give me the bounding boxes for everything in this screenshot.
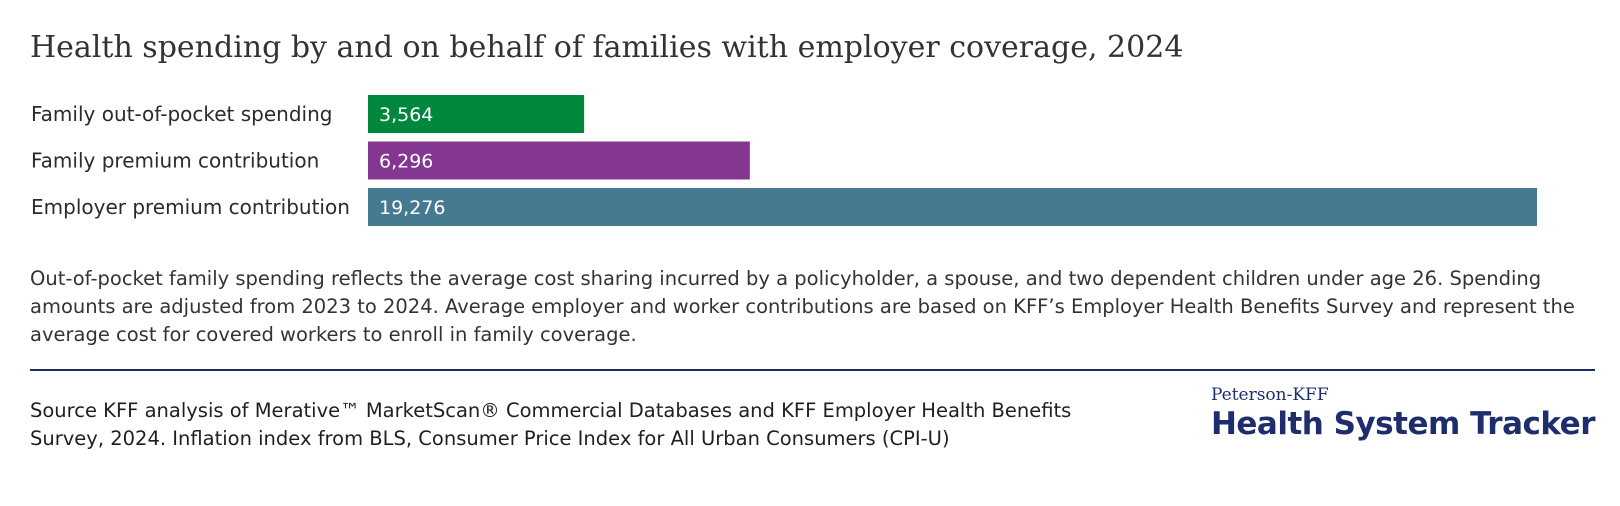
category-label: Family out-of-pocket spending [31, 102, 332, 126]
bar-value-label: 19,276 [379, 197, 445, 219]
bar-value-label: 6,296 [379, 151, 433, 173]
bar[interactable] [368, 141, 750, 180]
bar[interactable] [368, 95, 585, 133]
brand-name: Health System Tracker [1210, 406, 1596, 442]
bar-chart: Family out-of-pocket spending 3,564 Family… [0, 95, 1620, 235]
source-note: Source KFF analysis of Merative™ MarketS… [30, 399, 1072, 450]
chart-note: Out-of-pocket family spending reflects t… [30, 267, 1575, 346]
bar-value-label: 3,564 [379, 104, 433, 126]
bar[interactable] [368, 188, 1537, 226]
bar-chart-svg: Family out-of-pocket spending 3,564 Family… [31, 95, 1537, 226]
category-label: Employer premium contribution [31, 195, 350, 219]
brand-logo[interactable]: Peterson-KFF Health System Tracker [1210, 385, 1596, 443]
category-label: Family premium contribution [31, 149, 319, 173]
divider [30, 369, 1595, 371]
brand-subtitle: Peterson-KFF [1210, 385, 1329, 405]
chart-title: Health spending by and on behalf of fami… [30, 30, 1184, 65]
